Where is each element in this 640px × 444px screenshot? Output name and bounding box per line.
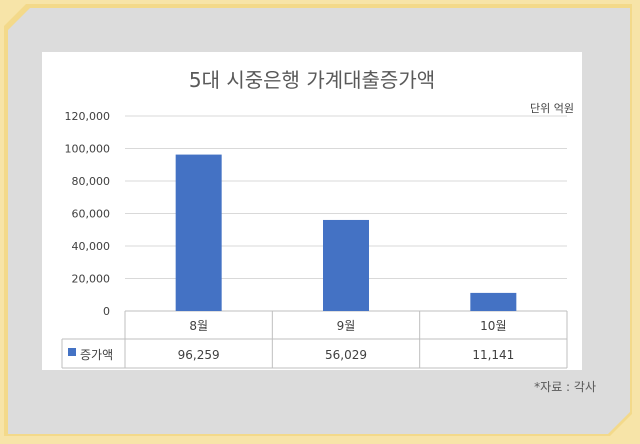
legend-swatch [68,348,76,356]
data-label: 96,259 [178,348,220,362]
y-tick-label: 100,000 [65,143,111,156]
category-label: 8월 [189,319,208,333]
legend-label: 증가액 [80,348,113,362]
bar [470,292,517,311]
unit-note: 단위 억원 [530,102,574,115]
bar [175,154,222,311]
y-tick-label: 120,000 [65,110,111,123]
y-tick-label: 20,000 [72,273,111,286]
category-label: 9월 [337,319,356,333]
source-note: *자료 : 각사 [534,380,596,394]
data-label: 56,029 [325,348,367,362]
data-label: 11,141 [472,348,514,362]
y-tick-label: 0 [103,305,110,318]
bar [323,219,369,311]
y-tick-label: 60,000 [72,208,111,221]
bar-chart: 0 20,000 40,000 60,000 80,000 100,000 120,000 8… [61,110,568,369]
y-tick-label: 40,000 [72,240,111,253]
chart-title: 5대 시중은행 가계대출증가액 [188,68,436,92]
y-tick-label: 80,000 [72,175,111,188]
chart-card: 5대 시중은행 가계대출증가액 단위 억원 0 20,000 40,000 60,00… [42,52,582,370]
category-label: 10월 [480,319,506,333]
